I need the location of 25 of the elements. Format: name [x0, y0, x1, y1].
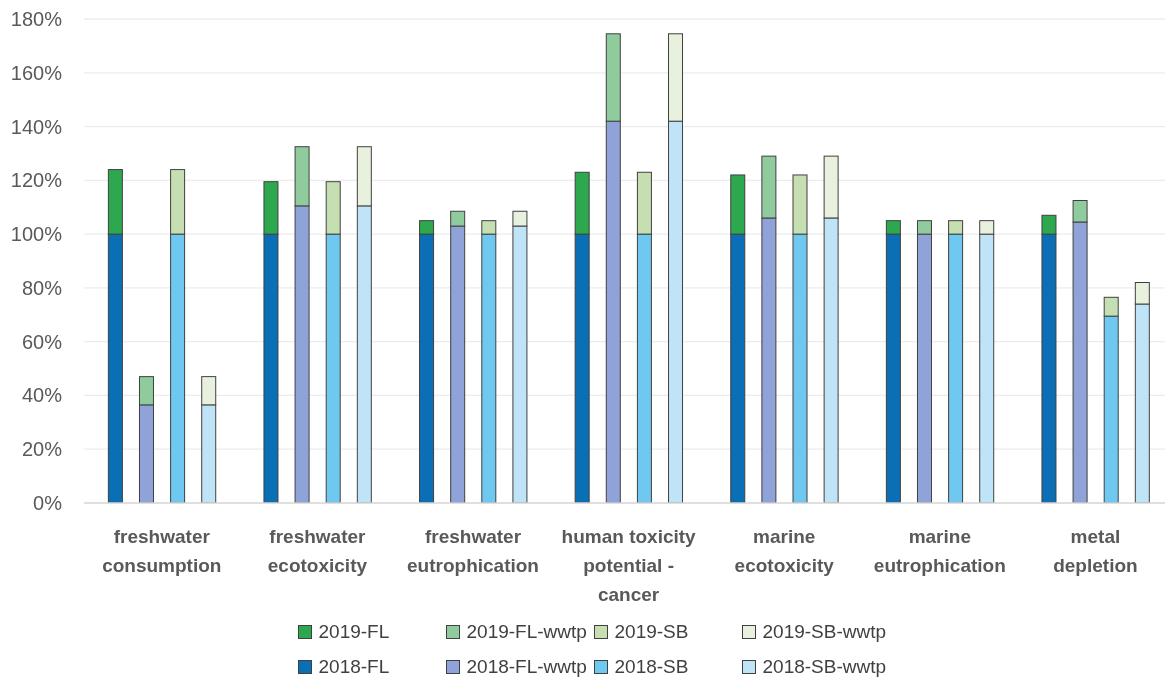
y-tick-label: 0% — [33, 492, 63, 514]
x-tick-label: freshwater consumption — [102, 526, 222, 576]
y-tick-label: 160% — [10, 61, 63, 84]
legend-label: 2019-FL-wwtp — [466, 621, 587, 643]
x-tick-label: marine eutrophication — [873, 526, 1006, 576]
y-tick-label: 80% — [21, 276, 63, 299]
x-tick-label: human toxicity potential - cancer — [561, 526, 697, 605]
x-tick-label: metal depletion — [1053, 526, 1138, 576]
x-tick-label: freshwater eutrophication — [407, 526, 539, 576]
x-tick-label: freshwater ecotoxicity — [267, 526, 368, 576]
legend-label: 2018-SB — [614, 656, 689, 678]
x-tick-label: marine ecotoxicity — [734, 526, 835, 576]
legend-label: 2018-FL — [318, 656, 390, 678]
y-tick-label: 100% — [10, 223, 63, 246]
y-tick-label: 140% — [10, 115, 63, 138]
legend-label: 2019-SB — [614, 621, 689, 643]
legend-label: 2018-FL-wwtp — [466, 656, 587, 678]
legend-label: 2019-SB-wwtp — [762, 621, 887, 643]
legend-label: 2018-SB-wwtp — [762, 656, 887, 678]
y-tick-label: 120% — [10, 169, 63, 192]
legend-label: 2019-FL — [318, 621, 390, 643]
y-tick-label: 40% — [21, 384, 63, 407]
y-tick-label: 20% — [21, 438, 63, 461]
y-tick-label: 180% — [10, 8, 63, 30]
y-tick-label: 60% — [21, 330, 63, 353]
